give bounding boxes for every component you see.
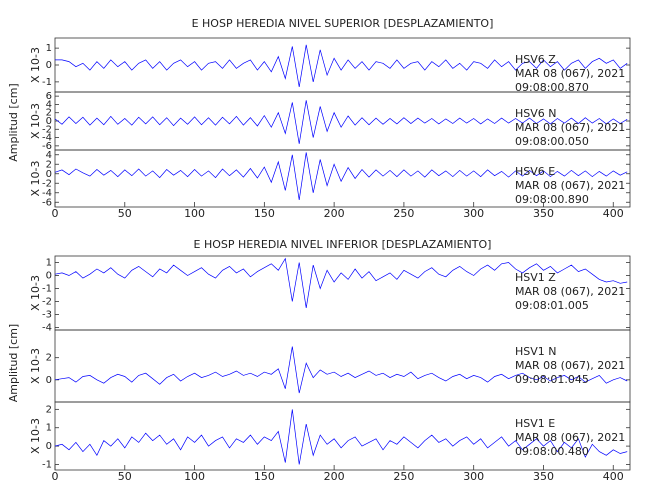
y-tick-label: 2 bbox=[46, 353, 52, 364]
waveform bbox=[54, 257, 628, 308]
y-tick-label: -1 bbox=[42, 283, 52, 294]
y-tick-label: -1 bbox=[42, 459, 52, 470]
y-axis-label: Amplitud [cm] bbox=[7, 83, 20, 161]
scale-label: X 10-3 bbox=[29, 275, 42, 311]
scale-label: X 10-3 bbox=[29, 418, 42, 454]
y-tick-label: 0 bbox=[46, 116, 52, 127]
y-tick-label: -4 bbox=[42, 188, 52, 199]
y-tick-label: -6 bbox=[42, 141, 52, 152]
y-tick-label: 2 bbox=[46, 404, 52, 415]
y-tick-label: 2 bbox=[46, 108, 52, 119]
x-tick-label: 400 bbox=[603, 207, 624, 220]
y-tick-label: -3 bbox=[42, 309, 52, 320]
trace-station: HSV6 E bbox=[515, 165, 555, 178]
scale-label: X 10-3 bbox=[29, 47, 42, 83]
trace-time: 09:08:01.045 bbox=[515, 373, 589, 386]
scale-label: X 10-3 bbox=[29, 161, 42, 197]
trace-date: MAR 08 (067), 2021 bbox=[515, 431, 625, 444]
y-tick-label: 0 bbox=[46, 60, 52, 71]
trace-date: MAR 08 (067), 2021 bbox=[515, 359, 625, 372]
scale-label: X 10-3 bbox=[29, 348, 42, 384]
trace-time: 09:08:00.870 bbox=[515, 81, 589, 94]
trace-time: 09:08:00.050 bbox=[515, 135, 589, 148]
x-tick-label: 300 bbox=[463, 207, 484, 220]
trace-station: HSV1 N bbox=[515, 345, 557, 358]
trace-date: MAR 08 (067), 2021 bbox=[515, 179, 625, 192]
y-tick-label: -4 bbox=[42, 133, 52, 144]
x-tick-label: 50 bbox=[118, 470, 132, 483]
waveform bbox=[54, 409, 628, 465]
scale-label: X 10-3 bbox=[29, 103, 42, 139]
trace-time: 09:08:00.890 bbox=[515, 193, 589, 206]
y-tick-label: 0 bbox=[46, 169, 52, 180]
waveform bbox=[55, 44, 628, 87]
x-tick-label: 200 bbox=[324, 207, 345, 220]
x-tick-label: 200 bbox=[324, 470, 345, 483]
chart-title: E HOSP HEREDIA NIVEL INFERIOR [DESPLAZAM… bbox=[194, 238, 492, 251]
subplot-frame bbox=[54, 149, 631, 208]
waveform bbox=[54, 152, 628, 200]
x-tick-label: 150 bbox=[254, 207, 275, 220]
y-tick-label: -4 bbox=[42, 322, 52, 333]
y-tick-label: 0 bbox=[46, 270, 52, 281]
x-tick-label: 250 bbox=[393, 207, 414, 220]
trace-date: MAR 08 (067), 2021 bbox=[515, 285, 625, 298]
y-tick-label: 1 bbox=[46, 423, 52, 434]
y-tick-label: 0 bbox=[46, 441, 52, 452]
x-tick-label: 100 bbox=[184, 470, 205, 483]
subplot-frame bbox=[54, 401, 631, 471]
y-tick-label: 1 bbox=[46, 257, 52, 268]
x-tick-label: 300 bbox=[463, 470, 484, 483]
x-tick-label: 0 bbox=[52, 470, 59, 483]
y-tick-label: -2 bbox=[42, 124, 52, 135]
y-tick-label: 0 bbox=[46, 375, 52, 386]
y-tick-label: 4 bbox=[46, 99, 52, 110]
trace-station: HSV6 Z bbox=[515, 53, 556, 66]
y-axis-label: Amplitud [cm] bbox=[7, 324, 20, 402]
x-tick-label: 50 bbox=[118, 207, 132, 220]
trace-time: 09:08:01.005 bbox=[515, 299, 589, 312]
y-tick-label: 2 bbox=[46, 159, 52, 170]
y-tick-label: -2 bbox=[42, 296, 52, 307]
x-tick-label: 100 bbox=[184, 207, 205, 220]
x-tick-label: 250 bbox=[393, 470, 414, 483]
x-tick-label: 400 bbox=[603, 470, 624, 483]
trace-date: MAR 08 (067), 2021 bbox=[515, 121, 625, 134]
trace-date: MAR 08 (067), 2021 bbox=[515, 67, 625, 80]
x-tick-label: 350 bbox=[533, 207, 554, 220]
waveform bbox=[54, 100, 628, 144]
waveform bbox=[54, 346, 628, 394]
y-tick-label: -1 bbox=[42, 77, 52, 88]
x-tick-label: 350 bbox=[533, 470, 554, 483]
trace-time: 09:08:00.480 bbox=[515, 445, 589, 458]
trace-station: HSV6 N bbox=[515, 107, 557, 120]
x-tick-label: 150 bbox=[254, 470, 275, 483]
y-tick-label: 1 bbox=[46, 43, 52, 54]
x-tick-label: 0 bbox=[52, 207, 59, 220]
trace-station: HSV1 Z bbox=[515, 271, 556, 284]
y-tick-label: -6 bbox=[42, 197, 52, 208]
y-tick-label: 4 bbox=[46, 150, 52, 161]
trace-station: HSV1 E bbox=[515, 417, 555, 430]
chart-title: E HOSP HEREDIA NIVEL SUPERIOR [DESPLAZAM… bbox=[192, 17, 494, 30]
y-tick-label: 6 bbox=[46, 91, 52, 102]
y-tick-label: -2 bbox=[42, 178, 52, 189]
